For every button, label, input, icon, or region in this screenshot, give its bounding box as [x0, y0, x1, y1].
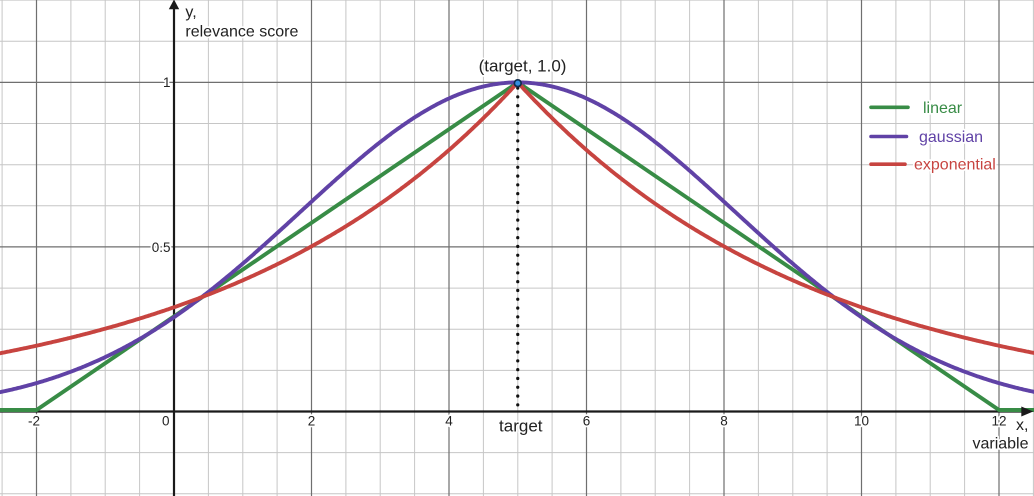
svg-text:8: 8	[720, 414, 728, 429]
svg-text:-2: -2	[28, 414, 40, 429]
svg-text:2: 2	[308, 414, 316, 429]
svg-text:gaussian: gaussian	[919, 129, 983, 146]
svg-text:(target, 1.0): (target, 1.0)	[479, 57, 567, 76]
svg-text:1: 1	[163, 75, 171, 90]
svg-text:variable: variable	[972, 436, 1028, 453]
svg-text:10: 10	[854, 414, 869, 429]
svg-text:x,: x,	[1016, 417, 1028, 434]
svg-text:0.5: 0.5	[152, 240, 171, 255]
svg-text:target: target	[499, 417, 543, 436]
svg-text:0: 0	[162, 414, 170, 429]
svg-text:4: 4	[445, 414, 453, 429]
svg-text:12: 12	[991, 414, 1006, 429]
svg-text:relevance score: relevance score	[185, 24, 298, 41]
svg-text:6: 6	[583, 414, 591, 429]
svg-text:y,: y,	[185, 4, 196, 21]
svg-text:exponential: exponential	[914, 157, 996, 174]
svg-text:linear: linear	[923, 100, 963, 117]
